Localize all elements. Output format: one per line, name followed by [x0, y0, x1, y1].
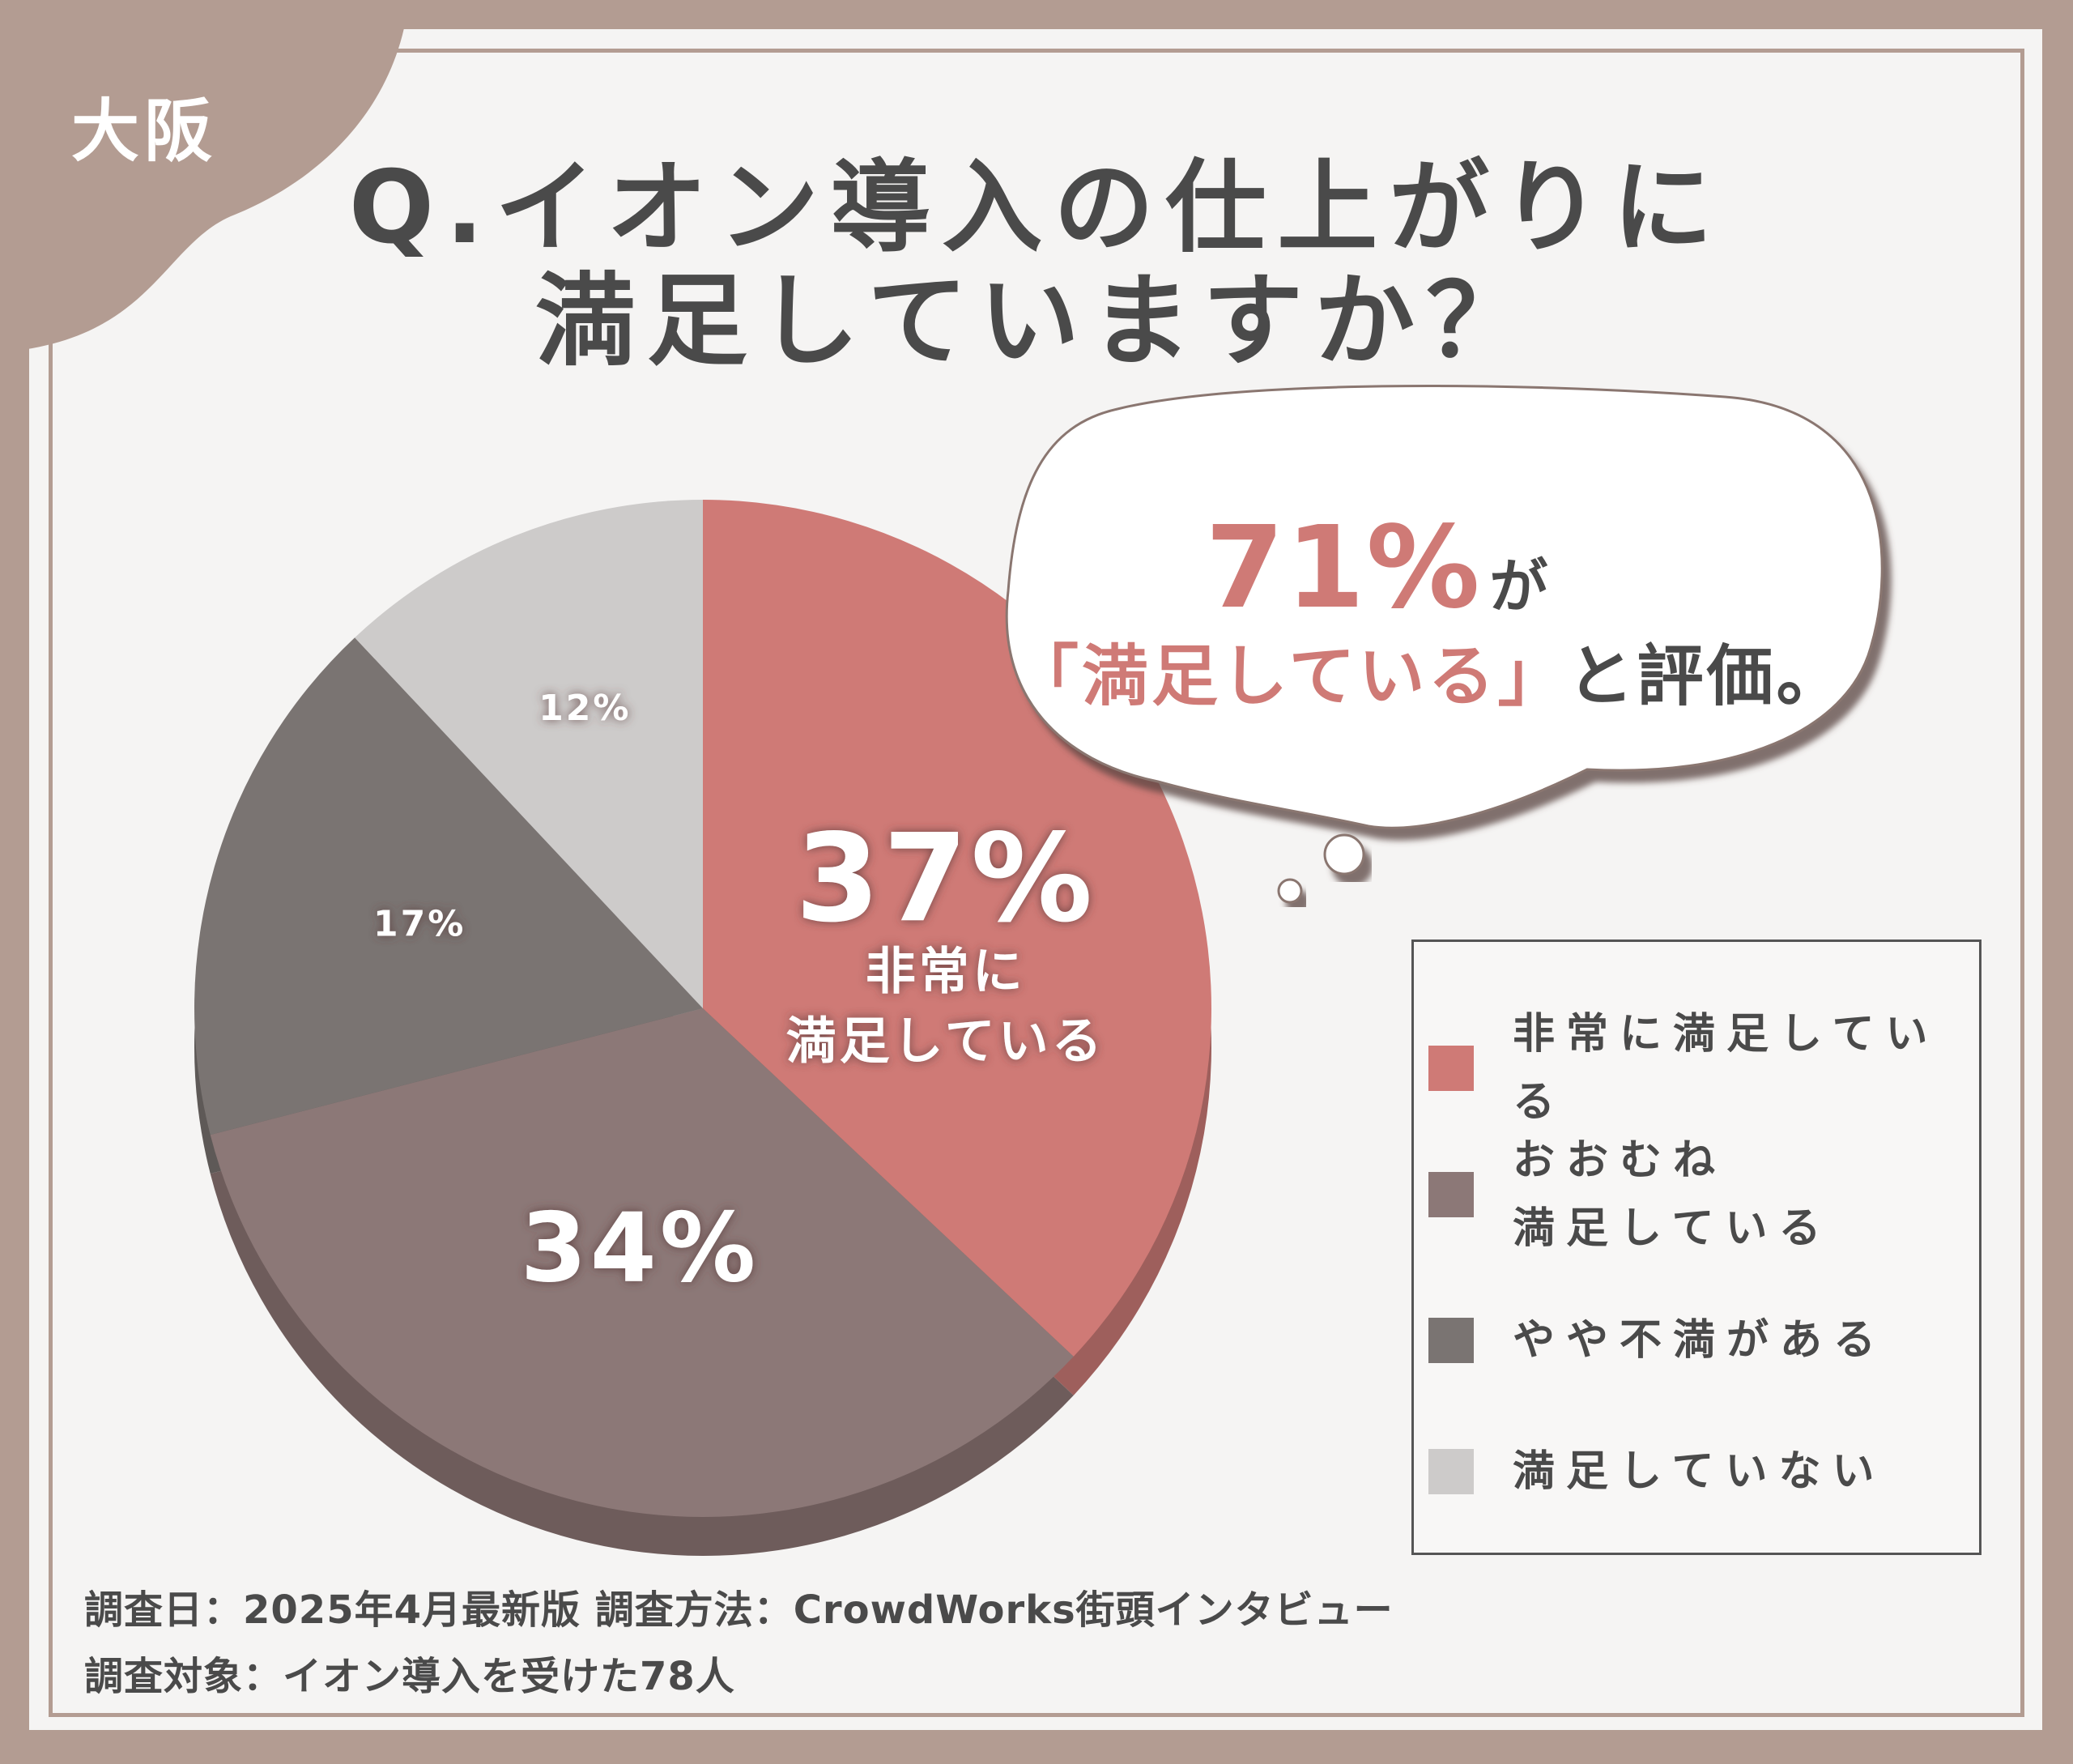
callout-percent: 71% — [1205, 502, 1482, 634]
legend-swatch — [1428, 1318, 1474, 1363]
pie-slice — [210, 1008, 1074, 1517]
callout-quote: 「満足している」 — [1012, 638, 1568, 715]
pie-slice — [194, 637, 704, 1136]
legend-swatch — [1428, 1449, 1474, 1494]
legend-label: 非常に満足している — [1513, 1010, 1939, 1127]
pie-slice — [355, 500, 703, 1008]
region-tag: 大阪 — [71, 92, 218, 171]
pie-data-label: 17% — [373, 903, 466, 944]
legend-swatch — [1428, 1172, 1474, 1217]
callout-sentence: 「満足している」と評価。 — [1012, 622, 1871, 718]
survey-info-line1: 調査日：2025年4月最新版 調査方法：CrowdWorks街頭インタビュー — [84, 1587, 1394, 1633]
card-border — [49, 49, 2024, 1717]
corner-tab — [0, 0, 409, 352]
page-title-line1: Q.イオン導入の仕上がりに — [348, 150, 1725, 266]
legend-item: 満足していない — [1428, 1438, 1885, 1506]
pie-inner-category-label: 非常に — [866, 941, 1026, 1000]
callout-headline: 71% が — [1012, 502, 1741, 634]
pie-data-label: 37% — [795, 808, 1096, 949]
legend-label: 満足していない — [1513, 1447, 1886, 1496]
pie-inner-category-label: 満足している — [786, 1011, 1105, 1070]
legend-item: やや不満がある — [1428, 1306, 1887, 1374]
survey-info-line2: 調査対象：イオン導入を受けた78人 — [84, 1654, 735, 1699]
callout-particle: が — [1489, 552, 1548, 620]
callout-rest: と評価。 — [1567, 638, 1846, 715]
legend-item: おおむね 満足している — [1428, 1127, 1832, 1263]
legend-item: 非常に満足している — [1428, 1000, 1979, 1136]
page-title-line2: 満足していますか？ — [534, 263, 1539, 380]
pie-data-label: 34% — [521, 1191, 759, 1303]
legend-label: おおむね 満足している — [1513, 1136, 1832, 1253]
pie-data-label: 12% — [538, 688, 631, 729]
legend-swatch — [1428, 1046, 1474, 1091]
chart-legend: 非常に満足している おおむね 満足している やや不満がある 満足していない — [1411, 940, 1981, 1555]
legend-label: やや不満がある — [1513, 1316, 1888, 1365]
